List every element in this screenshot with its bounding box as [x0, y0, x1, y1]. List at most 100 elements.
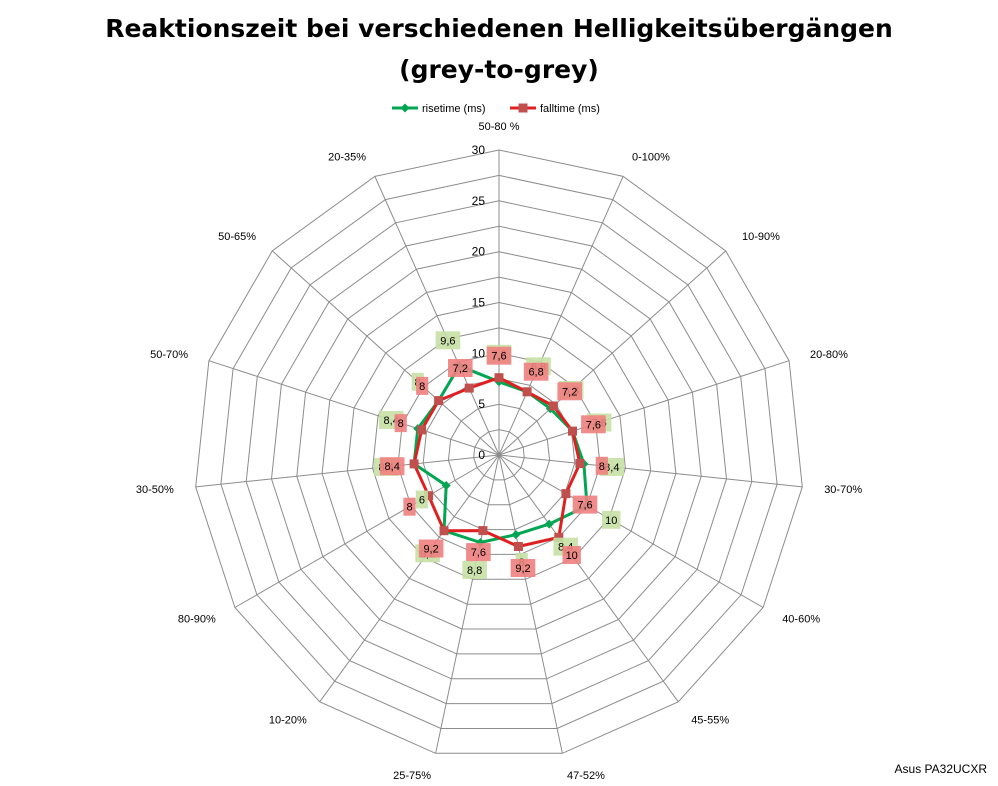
- legend-item-falltime: falltime (ms): [510, 103, 600, 115]
- radial-tick-label: 15: [472, 296, 486, 310]
- data-label-box: [418, 539, 444, 558]
- data-point-falltime: [409, 459, 419, 469]
- data-label-falltime: 7,6: [577, 500, 592, 512]
- category-label: 45-55%: [691, 715, 729, 727]
- data-label-box: [562, 546, 581, 564]
- data-labels: 7,26,86,87,68,4108,488,89,268,48,489,67,…: [373, 331, 625, 579]
- grid-ring: [397, 352, 601, 555]
- data-point-falltime: [417, 425, 427, 435]
- category-label: 47-52%: [567, 770, 605, 782]
- category-label: 50-70%: [150, 349, 188, 361]
- spoke-line: [319, 454, 500, 703]
- data-label-box: [572, 495, 598, 514]
- category-label: 40-60%: [782, 614, 820, 626]
- data-label-risetime: 8,4: [604, 462, 619, 474]
- radar-grid: [195, 149, 803, 754]
- legend-label-risetime: risetime (ms): [422, 103, 486, 115]
- legend: risetime (ms) falltime (ms): [392, 103, 600, 115]
- spoke-line: [271, 250, 500, 456]
- watermark-text: Asus PA32UCXR: [895, 762, 988, 776]
- category-label: 10-90%: [742, 231, 780, 243]
- data-label-box: [416, 376, 429, 395]
- spoke-line: [498, 250, 727, 456]
- category-label: 30-70%: [824, 484, 862, 496]
- data-label-falltime: 8: [599, 461, 605, 473]
- data-label-falltime: 7,2: [453, 363, 468, 375]
- series-markers: [409, 361, 592, 551]
- legend-marker-risetime: [400, 103, 410, 113]
- data-label-box: [379, 457, 405, 476]
- legend-marker-falltime: [518, 103, 528, 113]
- data-label-falltime: 7,6: [471, 547, 486, 559]
- data-point-falltime: [575, 459, 585, 468]
- category-label: 20-35%: [328, 151, 366, 163]
- data-point-falltime: [561, 489, 571, 499]
- data-label-risetime: 9,6: [440, 335, 455, 347]
- grid-ring: [296, 251, 702, 655]
- spoke-line: [435, 454, 500, 754]
- data-point-risetime: [511, 530, 521, 540]
- radial-tick-labels: 0 5 10 15 20 25 30: [472, 143, 486, 462]
- data-label-falltime: 9,2: [423, 544, 438, 556]
- spoke-line: [498, 454, 679, 703]
- category-label: 25-75%: [393, 770, 431, 782]
- spoke-line: [498, 176, 624, 456]
- data-label-box: [403, 497, 416, 516]
- category-label: 80-90%: [178, 614, 216, 626]
- radial-tick-label: 25: [472, 194, 486, 208]
- grid-ring: [195, 149, 803, 754]
- radial-tick-label: 20: [472, 245, 486, 259]
- legend-item-risetime: risetime (ms): [392, 103, 486, 115]
- data-point-falltime: [494, 373, 504, 383]
- data-label-falltime: 8: [419, 381, 425, 393]
- data-label-box: [462, 560, 487, 579]
- data-label-box: [523, 362, 549, 381]
- data-label-box: [394, 414, 407, 433]
- grid-ring: [372, 327, 626, 580]
- grid-ring: [447, 403, 551, 506]
- data-label-falltime: 7,2: [562, 386, 577, 398]
- data-label-falltime: 9,2: [515, 563, 530, 575]
- data-label-falltime: 8,4: [385, 461, 400, 473]
- grid-ring: [245, 200, 753, 705]
- radar-spokes: [195, 150, 803, 754]
- data-label-box: [448, 359, 473, 377]
- category-label: 20-80%: [810, 349, 848, 361]
- spoke-line: [195, 454, 500, 488]
- category-label: 50-65%: [218, 231, 256, 243]
- data-label-box: [581, 415, 606, 434]
- spoke-line: [498, 360, 790, 456]
- data-point-falltime: [513, 542, 523, 551]
- radial-tick-label: 0: [478, 448, 485, 462]
- category-labels: 50-80 % 0-100% 10-90% 20-80% 30-70% 40-60% 45-…: [136, 121, 862, 782]
- data-label-box: [415, 490, 428, 509]
- data-point-falltime: [554, 532, 564, 542]
- category-label: 50-80 %: [479, 121, 520, 133]
- spoke-line: [208, 360, 500, 456]
- data-point-falltime: [464, 383, 474, 393]
- spoke-line: [498, 454, 563, 754]
- spoke-line: [498, 454, 764, 608]
- data-label-falltime: 6,8: [528, 367, 543, 379]
- data-label-box: [466, 543, 491, 562]
- data-label-falltime: 10: [566, 550, 578, 562]
- radial-tick-label: 30: [472, 143, 486, 157]
- data-point-risetime: [544, 519, 554, 529]
- data-label-falltime: 8: [398, 418, 404, 430]
- data-label-box: [602, 510, 621, 529]
- data-label-risetime: 6: [419, 495, 425, 507]
- data-label-box: [595, 456, 608, 475]
- spoke-line: [374, 176, 500, 456]
- radial-tick-label: 5: [478, 397, 485, 411]
- data-point-falltime: [439, 526, 449, 536]
- data-label-box: [486, 346, 512, 365]
- data-point-falltime: [434, 396, 444, 406]
- data-point-risetime: [441, 481, 451, 490]
- data-label-falltime: 7,6: [586, 419, 601, 431]
- spoke-line: [498, 454, 803, 488]
- data-label-box: [557, 382, 582, 401]
- data-point-falltime: [478, 526, 488, 536]
- grid-ring: [220, 174, 778, 729]
- data-label-falltime: 8: [406, 502, 412, 514]
